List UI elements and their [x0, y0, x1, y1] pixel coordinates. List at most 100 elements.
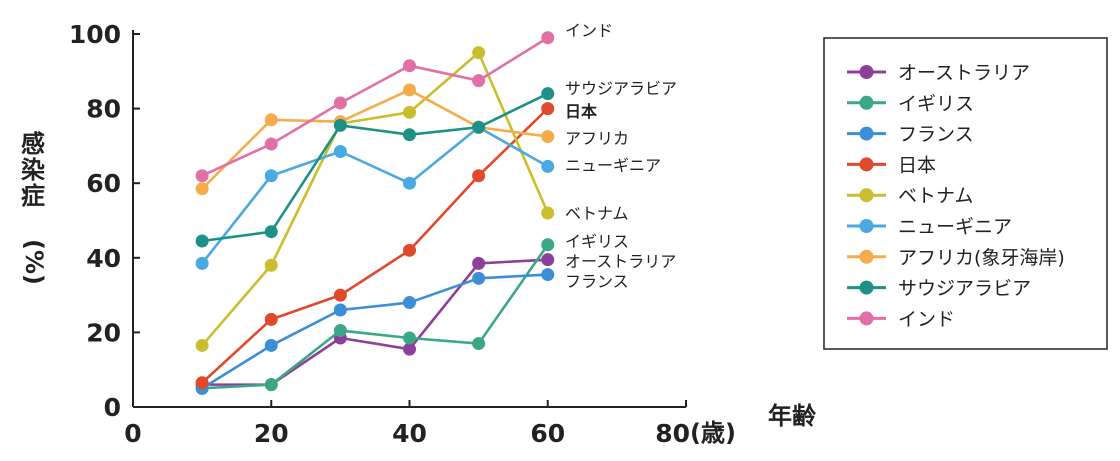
series-line [201, 88, 548, 190]
y-title-char: 感 [21, 130, 45, 158]
data-point [541, 268, 555, 282]
data-point [403, 331, 416, 345]
y-tick-label: 80 [86, 95, 121, 124]
data-point [333, 144, 347, 158]
end-label: イギリス [565, 232, 629, 251]
end-label: インド [565, 21, 613, 40]
end-label: ベトナム [565, 204, 629, 223]
data-point [195, 169, 209, 183]
legend-label: ニューギニア [898, 216, 1012, 238]
legend-marker [859, 65, 874, 79]
data-point [472, 169, 486, 183]
y-tick-label: 60 [86, 169, 121, 198]
legend-marker [859, 157, 874, 172]
x-tick-label: 20 [254, 419, 289, 448]
end-label: ニューギニア [565, 156, 661, 175]
data-point [541, 102, 555, 116]
data-point [333, 118, 347, 132]
data-point [472, 271, 486, 285]
data-point [541, 206, 555, 220]
data-point [403, 105, 416, 119]
legend-label: ベトナム [898, 185, 973, 207]
x-tick-group: 0 20 40 60 80 [124, 400, 690, 448]
data-point [195, 234, 209, 248]
y-title-char: 症 [21, 182, 45, 210]
data-point [403, 83, 416, 97]
data-point [333, 96, 347, 110]
series-日本 [195, 102, 555, 390]
x-tick-label: 80 [655, 419, 690, 448]
y-tick-label: 0 [104, 393, 121, 422]
series-line [201, 36, 549, 177]
data-point [403, 342, 416, 356]
legend-label: アフリカ(象牙海岸) [898, 247, 1065, 269]
data-point [195, 182, 209, 196]
y-tick-label: 100 [69, 20, 121, 49]
data-point [403, 59, 416, 73]
data-point [264, 113, 278, 127]
data-point [333, 324, 347, 338]
data-point [195, 256, 209, 270]
series-インド [195, 31, 555, 183]
series-フランス [195, 268, 555, 395]
data-point [541, 87, 555, 101]
legend-label: イギリス [898, 93, 974, 115]
data-point [264, 312, 278, 326]
series-line [201, 92, 549, 243]
legend-label: 日本 [898, 154, 936, 176]
data-point [403, 128, 416, 142]
data-point [472, 337, 486, 351]
data-point [264, 169, 278, 183]
data-point [472, 46, 486, 60]
legend-marker [859, 249, 874, 264]
series-line [202, 243, 549, 390]
y-title-char: 染 [21, 156, 45, 184]
legend-marker [859, 126, 874, 141]
series-line [201, 107, 549, 384]
data-point [264, 378, 278, 392]
y-tick-label: 40 [86, 244, 121, 273]
x-tick-label: 40 [392, 419, 427, 448]
data-point [541, 253, 555, 267]
legend-marker [859, 188, 874, 203]
data-point [333, 288, 347, 302]
end-label: フランス [565, 272, 629, 291]
legend-label: サウジアラビア [898, 278, 1031, 300]
end-label: サウジアラビア [565, 79, 677, 98]
legend-marker [859, 219, 874, 233]
data-point [472, 74, 486, 88]
data-point [264, 258, 278, 272]
data-point [195, 338, 209, 352]
series-line [201, 51, 549, 347]
legend-marker [859, 280, 874, 295]
legend-marker [859, 95, 874, 110]
data-point [541, 31, 555, 45]
series-layer [195, 31, 555, 395]
end-label: オーストラリア [565, 252, 676, 271]
end-label: 日本 [565, 102, 597, 121]
data-point [403, 243, 416, 257]
data-point [541, 130, 555, 144]
x-axis-title: 年齢 [768, 402, 817, 430]
x-tick-label: 60 [530, 419, 565, 448]
y-axis-title: 感染症 (%) [20, 130, 48, 285]
y-title-unit: (%) [20, 239, 48, 285]
y-tick-group: 0 20 40 60 80 100 [69, 20, 140, 422]
series-line [201, 125, 549, 265]
data-point [403, 176, 416, 190]
data-point [264, 137, 278, 151]
data-point [264, 338, 278, 352]
x-axis-unit: (歳) [690, 419, 736, 447]
legend-label: オーストラリア [898, 62, 1030, 84]
y-tick-label: 20 [86, 318, 121, 347]
data-point [333, 303, 347, 317]
series-line [201, 273, 548, 390]
data-point [541, 159, 555, 173]
legend-label: インド [898, 308, 955, 330]
end-label: アフリカ [565, 129, 629, 148]
data-point [403, 296, 416, 310]
x-tick-label: 0 [124, 419, 141, 448]
